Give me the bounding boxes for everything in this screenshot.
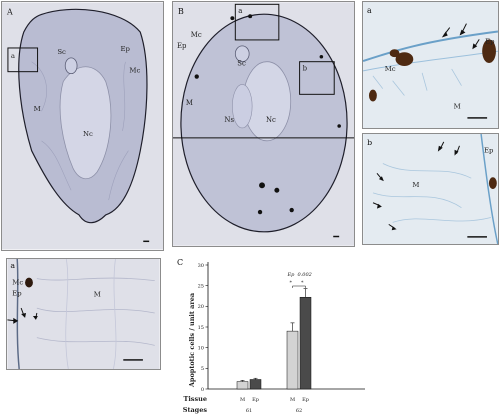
panel-letter-c: C [177, 258, 183, 267]
label-ba-ep: Ep [485, 37, 495, 45]
label-b-mc: Mc [191, 31, 202, 39]
panel-a-inset: a Mc Ep M [6, 258, 161, 370]
inset-letter-b-a: a [238, 7, 242, 15]
label-b-nc: Nc [266, 116, 276, 124]
panel-a-micrograph: A a Sc Ep Mc M Nc [2, 2, 163, 250]
label-b-ep: Ep [177, 42, 187, 50]
inset-box-b-a [234, 3, 280, 41]
inset-box-a [7, 47, 39, 73]
bar-62-M [286, 330, 299, 390]
label-b-sc: Sc [237, 60, 246, 68]
sig-star: * [301, 280, 304, 286]
panel-b: B a b Mc Ep Sc M Ns Nc [172, 1, 355, 247]
scale-bar [123, 359, 143, 361]
x-stage-label: 62 [296, 408, 302, 414]
x-tissue-label: Ep [302, 397, 309, 403]
y-tick-label: 10 [198, 345, 204, 351]
label-bb-m: M [412, 181, 419, 189]
panel-letter-b-inset-b: b [367, 138, 372, 147]
y-tick-label: 15 [198, 325, 204, 331]
y-tick-label: 5 [201, 366, 204, 372]
x-tissue-label: M [240, 397, 245, 403]
y-ticks: 0 5 10 15 20 25 30 [198, 263, 208, 393]
y-tick-label: 30 [198, 263, 204, 269]
label-mc: Mc [129, 67, 140, 75]
inset-letter-b-b: b [303, 65, 308, 73]
label-aa-m: M [94, 290, 101, 298]
label-b-m: M [186, 99, 193, 107]
inset-letter-a: a [11, 52, 15, 60]
inset-b-micrograph: b Ep M [363, 134, 498, 244]
panel-letter-a: A [6, 7, 13, 16]
sig-label: Ep [287, 272, 296, 278]
label-ba-mc: Mc [385, 65, 396, 73]
bar-61-M [236, 381, 249, 390]
panel-letter-a-inset: a [10, 261, 15, 270]
row-label-stages: Stages [183, 406, 208, 414]
y-tick-label: 0 [201, 387, 204, 393]
row-label-tissue: Tissue [184, 395, 208, 403]
bar-62-Ep [299, 296, 312, 390]
label-sc: Sc [57, 48, 66, 56]
label-b-ns: Ns [224, 116, 234, 124]
panel-b-inset-a: a Ep Mc M [362, 1, 499, 129]
sig-p-value: 0.002 [298, 272, 312, 278]
label-nc: Nc [83, 130, 93, 138]
scale-bar [143, 240, 150, 243]
x-stage-label: 61 [246, 408, 252, 414]
scale-bar [467, 117, 488, 119]
panel-letter-b: B [178, 7, 184, 16]
label-ep: Ep [121, 45, 131, 53]
bar-61-Ep [249, 379, 262, 390]
label-ba-m: M [454, 102, 461, 110]
label-bb-ep: Ep [484, 147, 494, 155]
panel-b-inset-b: b Ep M [362, 133, 499, 245]
chart-c: C Apoptotic cells / unit area 0 5 10 15 20 25… [177, 258, 365, 414]
panel-a: A a Sc Ep Mc M Nc [1, 1, 164, 251]
x-tissue-label: Ep [252, 397, 259, 403]
sig-star: * [290, 280, 293, 286]
inset-box-b-b [299, 61, 335, 95]
bars [236, 288, 312, 390]
y-tick-label: 20 [198, 304, 204, 310]
annotations: Ep 0.002 * * [287, 272, 312, 288]
label-aa-mc: Mc [12, 279, 23, 287]
label-aa-ep: Ep [12, 289, 22, 297]
panel-b-micrograph: B a b Mc Ep Sc M Ns Nc [173, 2, 354, 246]
scale-bar [333, 235, 340, 238]
panel-letter-b-inset-a: a [367, 6, 372, 15]
y-axis-label: Apoptotic cells / unit area [188, 292, 196, 388]
inset-aa-micrograph: a Mc Ep M [7, 259, 160, 369]
inset-a-micrograph: a Ep Mc M [363, 2, 498, 128]
label-m: M [34, 105, 41, 113]
scale-bar [467, 236, 487, 238]
panel-c: C Apoptotic cells / unit area 0 5 10 15 20 25… [175, 255, 375, 415]
x-tissue-label: M [290, 397, 295, 403]
y-tick-label: 25 [198, 283, 204, 289]
